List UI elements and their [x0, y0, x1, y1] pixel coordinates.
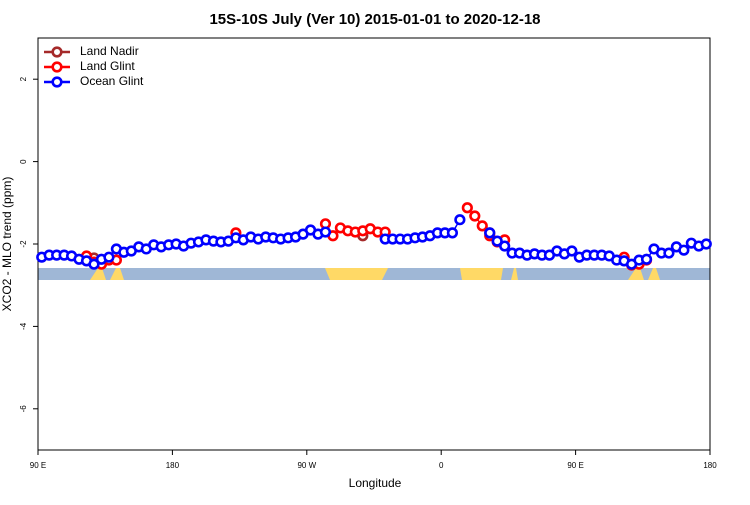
data-point — [484, 227, 496, 239]
legend-marker — [51, 61, 63, 73]
legend-marker — [51, 46, 63, 58]
data-point — [499, 240, 511, 252]
data-point — [319, 226, 332, 238]
y-tick-label: -2 — [19, 240, 28, 248]
x-tick-label: 0 — [439, 461, 444, 470]
data-point — [469, 210, 481, 222]
x-axis-label: Longitude — [349, 476, 402, 490]
land-patch — [511, 268, 518, 280]
land-patch — [628, 268, 644, 280]
land-patch — [110, 268, 124, 280]
data-point — [663, 247, 675, 259]
land-patch — [90, 268, 106, 280]
legend-label: Land Nadir — [80, 44, 139, 58]
x-tick-label: 90 E — [567, 461, 583, 470]
surface-band — [38, 268, 710, 280]
y-tick-label: 2 — [19, 76, 28, 81]
y-tick-label: 0 — [19, 159, 28, 164]
land-patch — [325, 268, 388, 280]
x-tick-label: 180 — [166, 461, 180, 470]
data-point — [640, 253, 653, 265]
land-patch — [648, 268, 660, 280]
legend-label: Ocean Glint — [80, 74, 144, 88]
legend-label: Land Glint — [80, 59, 135, 73]
x-tick-label: 90 W — [297, 461, 316, 470]
y-tick-label: -6 — [19, 405, 28, 413]
chart-title: 15S-10S July (Ver 10) 2015-01-01 to 2020… — [209, 11, 540, 28]
data-point — [446, 227, 459, 239]
data-point — [103, 251, 115, 263]
data-point — [700, 238, 712, 250]
x-tick-label: 180 — [703, 461, 717, 470]
data-point — [678, 244, 690, 256]
data-point — [566, 245, 578, 257]
data-point — [461, 202, 473, 214]
data-point — [476, 220, 488, 232]
x-tick-label: 90 E — [30, 461, 46, 470]
data-point — [88, 258, 100, 270]
series — [36, 214, 712, 270]
y-axis-label: XCO2 - MLO trend (ppm) — [0, 177, 14, 312]
data-point — [454, 214, 466, 226]
land-patch — [460, 268, 503, 280]
legend-marker — [51, 76, 63, 88]
y-tick-label: -4 — [19, 322, 28, 330]
data-point — [491, 235, 503, 247]
